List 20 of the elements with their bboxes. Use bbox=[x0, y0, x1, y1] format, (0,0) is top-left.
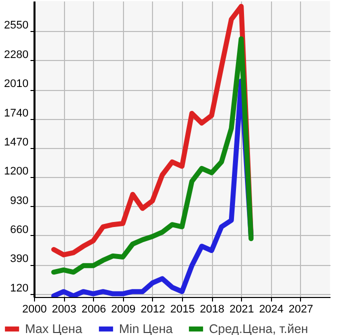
x-tick-label: 2000 bbox=[22, 304, 47, 316]
y-tick-label: 2280 bbox=[4, 48, 28, 61]
y-tick-label: 660 bbox=[10, 224, 28, 236]
x-tick-label: 2024 bbox=[259, 304, 284, 316]
x-tick-label: 2003 bbox=[52, 304, 76, 316]
x-tick-label: 2027 bbox=[288, 304, 314, 316]
x-tick-label: 2018 bbox=[200, 304, 224, 316]
y-tick-label: 1740 bbox=[4, 107, 28, 120]
y-tick-label: 120 bbox=[10, 282, 28, 294]
y-tick-label: 930 bbox=[10, 194, 28, 207]
y-tick-label: 2550 bbox=[4, 20, 28, 32]
y-tick-label: 2010 bbox=[4, 78, 28, 90]
y-tick-label: 390 bbox=[10, 253, 28, 266]
y-tick-label: 1200 bbox=[4, 166, 28, 178]
x-tick-label: 2006 bbox=[81, 304, 106, 316]
y-tick-label: 1470 bbox=[4, 136, 28, 148]
x-tick-label: 2009 bbox=[111, 304, 136, 316]
x-tick-label: 2012 bbox=[140, 304, 166, 316]
x-tick-label: 2015 bbox=[170, 304, 195, 316]
x-tick-label: 2021 bbox=[229, 304, 254, 316]
